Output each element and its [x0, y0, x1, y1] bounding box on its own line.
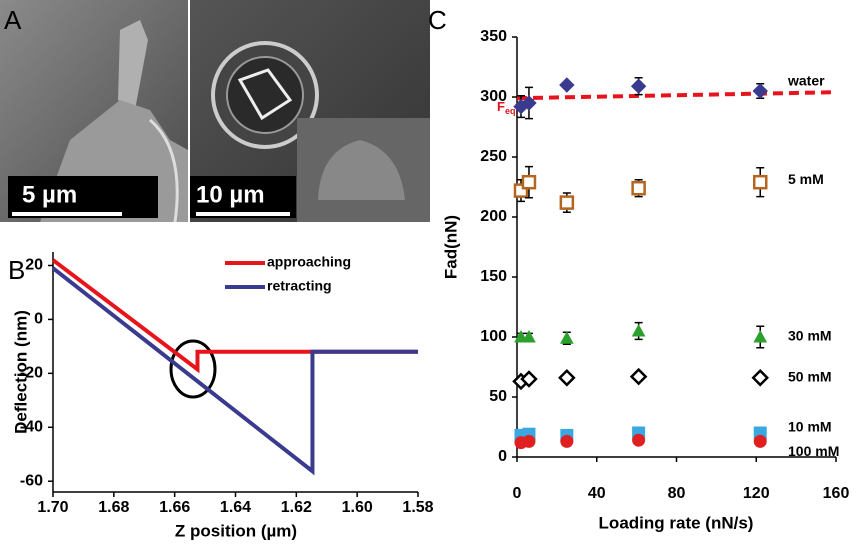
scale-box — [8, 176, 158, 218]
y-tick-label: 300 — [480, 88, 507, 105]
diamond-marker — [752, 83, 768, 99]
legend-label: approaching — [267, 254, 351, 270]
x-tick-label: 40 — [588, 485, 606, 502]
diamond-marker — [559, 77, 575, 93]
triangle-marker — [522, 329, 536, 343]
panel-label: B — [8, 255, 25, 285]
line-series — [51, 266, 418, 476]
square-marker — [752, 174, 768, 190]
y-axis-label: Fad(nN) — [441, 215, 460, 279]
diamond-marker — [751, 369, 770, 387]
y-tick-label: -20 — [20, 365, 43, 382]
inset-shape — [318, 140, 405, 200]
y-tick-label: 200 — [480, 208, 507, 225]
y-tick-label: 100 — [480, 328, 507, 345]
y-tick-label: 20 — [25, 257, 43, 274]
crystal — [237, 68, 293, 121]
legend-label: retracting — [267, 278, 332, 294]
y-tick-label: 50 — [489, 388, 507, 405]
circle-marker — [753, 434, 767, 448]
line-series — [51, 258, 418, 374]
series-label: water — [787, 73, 825, 89]
diamond-marker — [558, 369, 576, 387]
y-tick-label: 150 — [480, 268, 507, 285]
panel-label: A — [4, 5, 22, 35]
annotation-sub: eq — [505, 107, 516, 117]
x-tick-label: 1.64 — [220, 499, 251, 516]
series-label: 5 mM — [788, 171, 824, 187]
y-axis-label: Deflection (nm) — [11, 310, 30, 434]
square-marker — [559, 195, 575, 210]
x-tick-label: 1.60 — [342, 499, 373, 516]
circle-marker — [522, 434, 536, 448]
y-tick-label: 0 — [34, 311, 43, 328]
annotation-main: F — [497, 100, 505, 115]
x-tick-label: 1.68 — [98, 499, 129, 516]
x-tick-label: 1.70 — [37, 499, 68, 516]
square-marker — [521, 174, 537, 190]
tip-shape — [118, 20, 148, 110]
y-tick-label: 350 — [480, 28, 507, 45]
y-tick-label: -60 — [20, 472, 43, 489]
diamond-marker — [630, 78, 647, 94]
triangle-marker — [631, 323, 646, 337]
triangle-marker — [560, 331, 574, 344]
scale-box — [190, 176, 296, 218]
edge — [149, 118, 179, 223]
x-axis-label: Z position (µm) — [175, 521, 297, 540]
series-label: 50 mM — [788, 369, 832, 385]
x-tick-label: 1.66 — [159, 499, 190, 516]
panel-a: 5 µm 10 µm A — [0, 0, 430, 223]
scale-label: 5 µm — [22, 181, 77, 208]
x-tick-label: 1.62 — [281, 499, 312, 516]
circle-marker — [560, 434, 574, 448]
x-tick-label: 120 — [743, 485, 770, 502]
diamond-marker — [521, 95, 537, 111]
scale-label: 10 µm — [196, 181, 265, 208]
circle-marker — [632, 433, 646, 447]
y-tick-label: -40 — [20, 418, 43, 435]
series-label: 100 mM — [788, 443, 839, 459]
trend-line — [516, 90, 837, 101]
annotation: Feq — [497, 100, 515, 117]
x-axis-label: Loading rate (nN/s) — [599, 513, 754, 532]
x-tick-label: 1.58 — [402, 499, 433, 516]
well-inner — [226, 56, 304, 134]
x-tick-label: 0 — [513, 485, 522, 502]
diamond-marker — [629, 367, 648, 386]
series-label: 10 mM — [788, 419, 832, 435]
triangle-marker — [753, 329, 768, 343]
y-tick-label: 0 — [498, 448, 507, 465]
series-label: 30 mM — [788, 328, 832, 344]
panel-label: C — [428, 5, 447, 35]
x-tick-label: 160 — [823, 485, 850, 502]
highlight-circle — [169, 339, 217, 399]
diamond-marker — [520, 370, 538, 388]
x-tick-label: 80 — [668, 485, 686, 502]
square-marker — [631, 180, 646, 196]
y-tick-label: 250 — [480, 148, 507, 165]
